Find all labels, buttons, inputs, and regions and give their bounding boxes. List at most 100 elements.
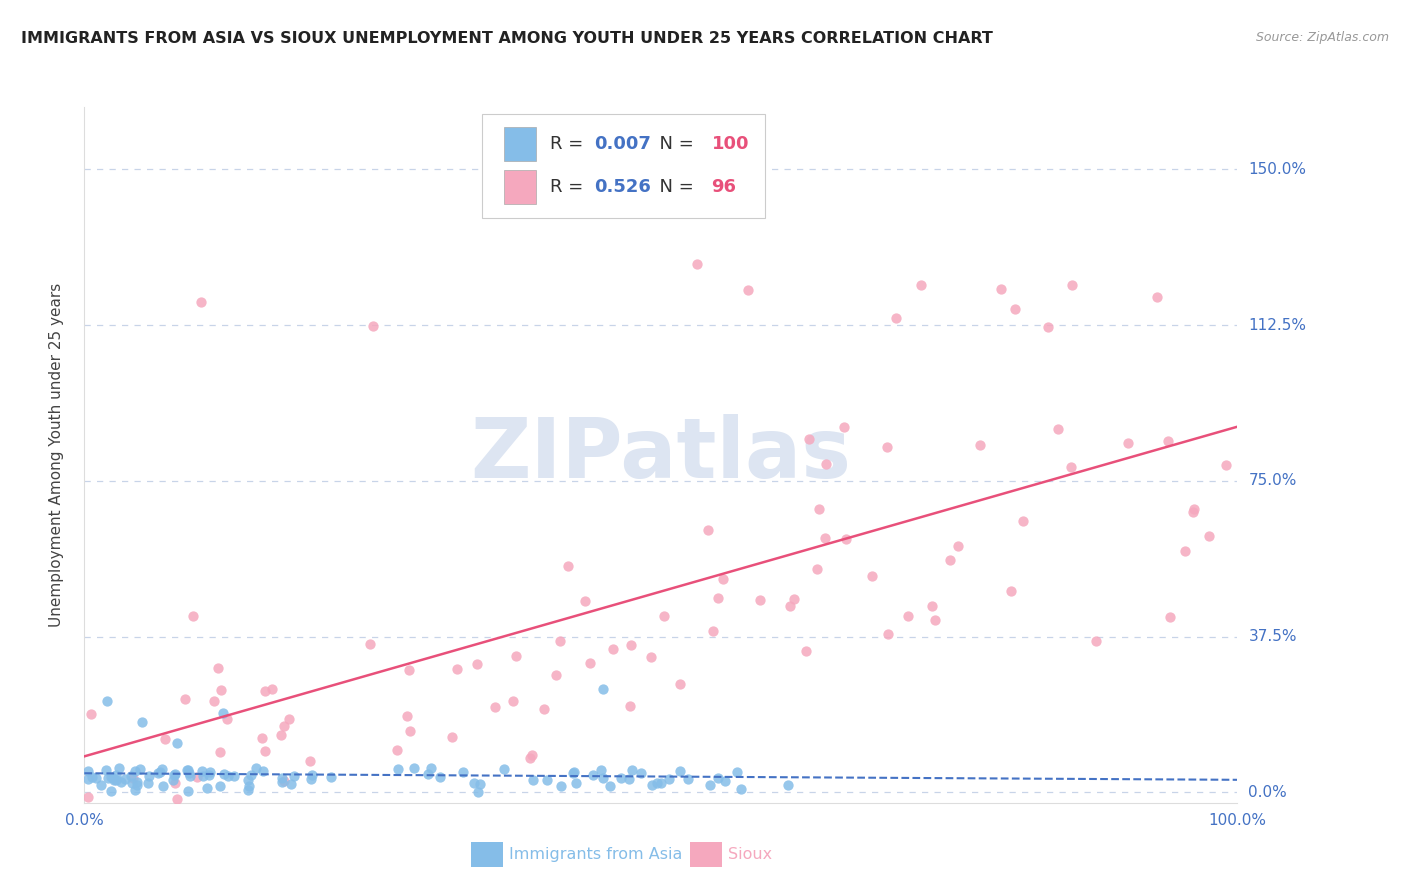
Point xyxy=(562,765,585,780)
Point xyxy=(654,608,676,623)
Point xyxy=(519,750,541,764)
Point xyxy=(418,767,440,781)
Point xyxy=(441,730,464,744)
Point xyxy=(737,283,759,297)
Point xyxy=(301,768,323,782)
Point xyxy=(832,420,855,434)
Point xyxy=(599,779,621,793)
Point xyxy=(713,572,735,586)
Point xyxy=(921,599,943,613)
Point xyxy=(602,642,624,657)
Point xyxy=(278,712,301,726)
Point xyxy=(725,764,748,779)
Point xyxy=(217,769,239,783)
Point xyxy=(84,771,107,785)
Text: R =: R = xyxy=(550,178,589,196)
Point xyxy=(707,771,730,785)
FancyBboxPatch shape xyxy=(482,114,765,219)
Point xyxy=(897,609,920,624)
Point xyxy=(224,769,246,783)
Point xyxy=(783,592,806,607)
Point xyxy=(1047,422,1070,436)
Point xyxy=(794,644,817,658)
Point xyxy=(582,768,605,782)
Point xyxy=(429,770,451,784)
Point xyxy=(110,775,132,789)
Point xyxy=(1174,544,1197,558)
Text: Sioux: Sioux xyxy=(728,847,772,863)
Point xyxy=(990,282,1012,296)
Point xyxy=(195,781,218,796)
Point xyxy=(271,774,294,789)
Point xyxy=(96,694,118,708)
Text: ZIPatlas: ZIPatlas xyxy=(471,415,851,495)
Text: 0.0%: 0.0% xyxy=(1249,785,1286,800)
Point xyxy=(676,772,699,786)
Point xyxy=(299,772,322,787)
Point xyxy=(202,694,225,708)
Point xyxy=(252,764,274,778)
Point xyxy=(1038,320,1060,334)
Point xyxy=(467,785,489,799)
Point xyxy=(125,775,148,789)
Text: 150.0%: 150.0% xyxy=(1249,161,1306,177)
Point xyxy=(404,761,426,775)
Point xyxy=(1116,435,1139,450)
Point xyxy=(699,778,721,792)
Point xyxy=(548,633,571,648)
Text: IMMIGRANTS FROM ASIA VS SIOUX UNEMPLOYMENT AMONG YOUTH UNDER 25 YEARS CORRELATIO: IMMIGRANTS FROM ASIA VS SIOUX UNEMPLOYME… xyxy=(21,31,993,46)
Point xyxy=(814,457,837,471)
Text: 37.5%: 37.5% xyxy=(1249,629,1296,644)
Point xyxy=(533,702,555,716)
Point xyxy=(100,783,122,797)
Point xyxy=(860,569,883,583)
Point xyxy=(398,663,420,677)
Point xyxy=(748,592,770,607)
Point xyxy=(283,769,305,783)
Point xyxy=(359,637,381,651)
Point xyxy=(153,732,176,747)
Point xyxy=(105,772,128,787)
Point xyxy=(273,773,295,788)
Point xyxy=(730,782,752,797)
Point xyxy=(387,762,409,776)
Point xyxy=(1012,514,1035,528)
Point xyxy=(104,767,127,781)
Point xyxy=(713,773,735,788)
Point xyxy=(209,683,232,698)
Point xyxy=(619,699,641,714)
Point xyxy=(630,766,652,780)
Point xyxy=(163,768,186,782)
Point xyxy=(520,747,543,762)
Point xyxy=(146,765,169,780)
Point xyxy=(1159,609,1181,624)
Point xyxy=(212,767,235,781)
Point xyxy=(103,772,125,787)
Point xyxy=(484,700,506,714)
Point xyxy=(138,769,160,783)
Point xyxy=(610,771,633,785)
Point xyxy=(565,776,588,790)
Text: N =: N = xyxy=(648,178,700,196)
Point xyxy=(706,591,728,606)
Point xyxy=(884,311,907,326)
Point xyxy=(179,769,201,783)
Point xyxy=(200,765,222,780)
Point xyxy=(398,723,420,738)
Point xyxy=(557,559,579,574)
Point xyxy=(650,776,672,790)
Point xyxy=(779,599,801,613)
Point xyxy=(190,294,212,309)
Point xyxy=(806,562,828,576)
Point xyxy=(645,776,668,790)
Point xyxy=(124,783,146,797)
Point xyxy=(1000,583,1022,598)
Point xyxy=(641,778,664,792)
Point xyxy=(396,709,419,723)
Text: 112.5%: 112.5% xyxy=(1249,318,1306,333)
Point xyxy=(420,761,443,775)
Point xyxy=(254,744,277,758)
Point xyxy=(209,745,232,759)
Point xyxy=(252,731,274,746)
Point xyxy=(162,773,184,788)
